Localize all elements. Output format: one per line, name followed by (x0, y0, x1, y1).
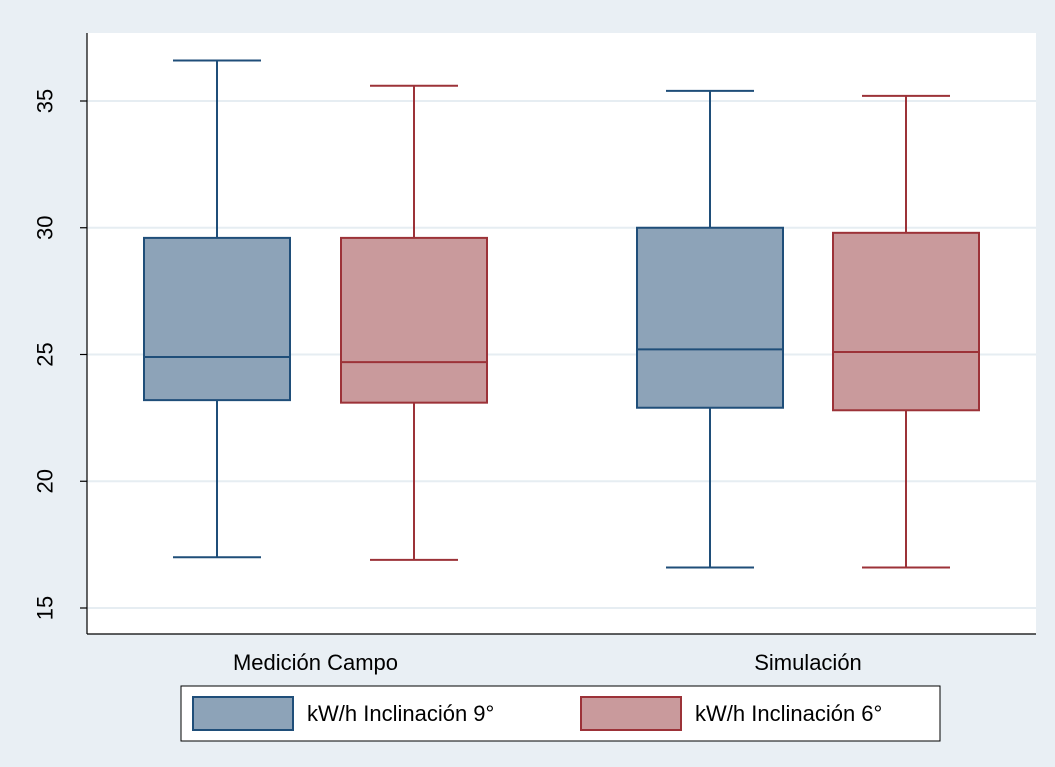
box-simulacion-series-2 (832, 94, 980, 569)
legend-items: kW/h Inclinación 9° kW/h Inclinación 6° (192, 696, 882, 731)
iqr-box (636, 226, 784, 409)
box-medicion-series-2 (340, 84, 488, 561)
x-category-labels: Medición Campo Simulación (233, 650, 862, 675)
y-ticks: 15 20 25 30 35 (33, 89, 87, 620)
y-tick-label: 20 (33, 469, 58, 493)
box-simulacion-series-1 (636, 89, 784, 569)
legend-swatch (580, 696, 682, 731)
x-category-label: Simulación (754, 650, 862, 675)
y-tick-label: 25 (33, 342, 58, 366)
legend: kW/h Inclinación 9° kW/h Inclinación 6° (180, 685, 941, 742)
legend-item-series-2: kW/h Inclinación 6° (580, 696, 882, 731)
iqr-box (143, 236, 291, 402)
legend-swatch (192, 696, 294, 731)
y-tick-label: 35 (33, 89, 58, 113)
iqr-box (832, 231, 980, 412)
legend-label: kW/h Inclinación 9° (307, 701, 494, 726)
box-group (143, 59, 980, 569)
y-tick-label: 30 (33, 216, 58, 240)
box-medicion-series-1 (143, 59, 291, 559)
x-category-label: Medición Campo (233, 650, 398, 675)
legend-box (180, 685, 941, 742)
legend-item-series-1: kW/h Inclinación 9° (192, 696, 494, 731)
y-tick-label: 15 (33, 596, 58, 620)
legend-label: kW/h Inclinación 6° (695, 701, 882, 726)
iqr-box (340, 236, 488, 404)
